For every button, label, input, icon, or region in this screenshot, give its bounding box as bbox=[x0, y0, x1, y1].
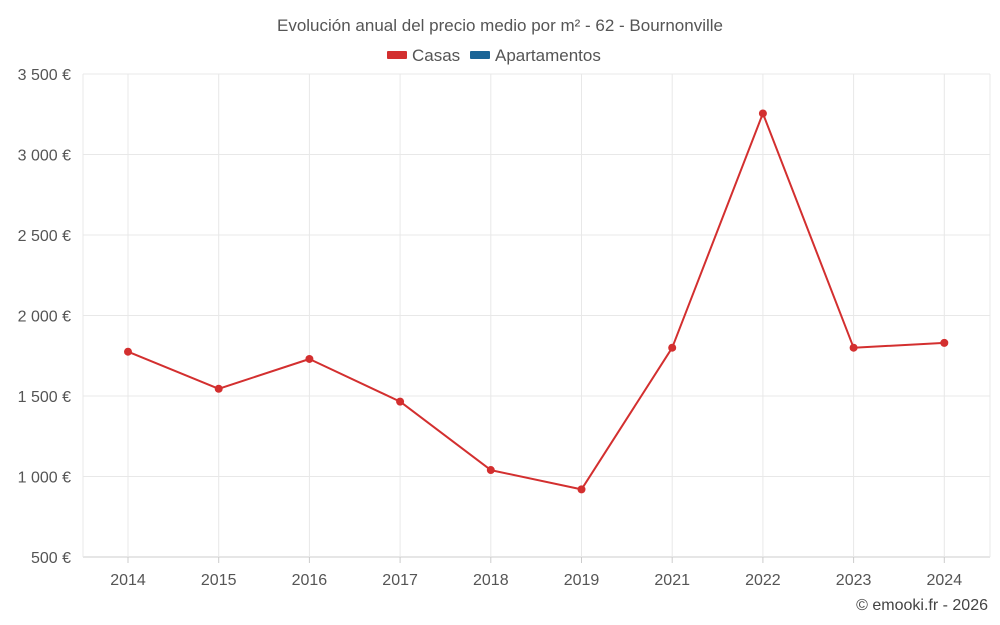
data-point[interactable] bbox=[940, 338, 949, 347]
legend: Casas Apartamentos bbox=[387, 46, 601, 65]
legend-label: Casas bbox=[412, 46, 460, 65]
legend-swatch bbox=[387, 51, 407, 59]
x-tick-label: 2015 bbox=[201, 572, 237, 589]
data-point[interactable] bbox=[668, 343, 677, 352]
x-axis: 2014 2015 2016 2017 2018 2019 2021 2022 2023 2024 bbox=[110, 557, 962, 589]
data-point[interactable] bbox=[396, 397, 405, 406]
data-point[interactable] bbox=[486, 466, 495, 475]
x-tick-label: 2017 bbox=[382, 572, 418, 589]
y-tick-label: 3 000 € bbox=[18, 148, 71, 165]
series-casas bbox=[124, 109, 949, 494]
legend-item-casas[interactable]: Casas bbox=[387, 46, 460, 65]
legend-item-apartamentos[interactable]: Apartamentos bbox=[470, 46, 601, 65]
y-tick-label: 1 500 € bbox=[18, 389, 71, 406]
x-tick-label: 2019 bbox=[564, 572, 600, 589]
x-tick-label: 2024 bbox=[927, 572, 963, 589]
x-tick-label: 2018 bbox=[473, 572, 509, 589]
y-tick-label: 2 500 € bbox=[18, 228, 71, 245]
data-point[interactable] bbox=[758, 109, 767, 118]
y-axis: 500 € 1 000 € 1 500 € 2 000 € 2 500 € 3 000 €… bbox=[18, 67, 71, 567]
series-line bbox=[127, 112, 945, 491]
x-tick-label: 2014 bbox=[110, 572, 146, 589]
x-tick-label: 2016 bbox=[292, 572, 328, 589]
grid bbox=[82, 73, 991, 558]
data-point[interactable] bbox=[214, 384, 223, 393]
legend-label: Apartamentos bbox=[495, 46, 601, 65]
y-tick-label: 500 € bbox=[31, 550, 71, 567]
legend-swatch bbox=[470, 51, 490, 59]
y-tick-label: 3 500 € bbox=[18, 67, 71, 84]
x-tick-label: 2022 bbox=[745, 572, 781, 589]
y-tick-label: 2 000 € bbox=[18, 309, 71, 326]
x-tick-label: 2023 bbox=[836, 572, 872, 589]
data-point[interactable] bbox=[577, 485, 586, 494]
chart-title: Evolución anual del precio medio por m² … bbox=[277, 16, 723, 35]
x-tick-label: 2021 bbox=[654, 572, 690, 589]
series-layer bbox=[124, 109, 949, 494]
credit-text: © emooki.fr - 2026 bbox=[856, 597, 988, 614]
data-point[interactable] bbox=[849, 343, 858, 352]
data-point[interactable] bbox=[124, 347, 132, 356]
data-point[interactable] bbox=[305, 354, 314, 363]
y-tick-label: 1 000 € bbox=[18, 470, 71, 487]
